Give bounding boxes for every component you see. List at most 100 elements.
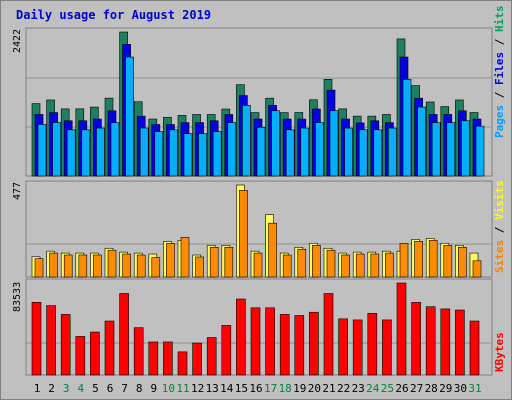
- hits-pages-bar-day-9: [154, 131, 164, 177]
- visits-sites-bar-day-13: [209, 246, 219, 278]
- hits-pages-bar-day-13: [212, 131, 222, 177]
- kbytes-kbytes-bar-day-3: [60, 314, 71, 376]
- hits-legend-part: /: [493, 85, 506, 105]
- day-label-31: 31: [468, 382, 481, 395]
- kbytes-kbytes-bar-day-30: [455, 309, 465, 376]
- visits-sites-bar-day-5: [93, 254, 102, 278]
- hits-pages-bar-day-4: [81, 129, 91, 177]
- visits-sites-bar-day-20: [312, 245, 321, 278]
- kbytes-panel-legend: KBytes: [493, 332, 506, 372]
- day-label-17: 17: [264, 382, 277, 395]
- day-label-30: 30: [454, 382, 467, 395]
- day-label-14: 14: [220, 382, 234, 395]
- visits-ymax-label: 477: [12, 182, 23, 200]
- hits-pages-bar-day-8: [139, 127, 149, 177]
- hits-pages-bar-day-31: [475, 125, 485, 177]
- hits-pages-bar-day-3: [66, 129, 76, 177]
- kbytes-kbytes-bar-day-12: [192, 342, 202, 376]
- visits-sites-bar-day-6: [107, 249, 117, 278]
- kbytes-kbytes-bar-day-18: [279, 314, 290, 376]
- day-label-27: 27: [410, 382, 423, 395]
- hits-pages-bar-day-19: [300, 127, 310, 177]
- hits-pages-bar-day-2: [52, 122, 61, 177]
- kbytes-kbytes-bar-day-7: [119, 293, 129, 376]
- hits-pages-bar-day-27: [417, 106, 426, 177]
- kbytes-kbytes-bar-day-29: [440, 308, 451, 376]
- kbytes-kbytes-bar-day-2: [46, 305, 56, 376]
- visits-sites-bar-day-30: [458, 246, 467, 278]
- visits-sites-bar-day-28: [428, 240, 438, 278]
- hits-legend-part: Files: [493, 52, 506, 85]
- chart-title: Daily usage for August 2019: [16, 8, 211, 22]
- visits-sites-bar-day-18: [282, 254, 292, 278]
- kbytes-kbytes-bar-day-21: [323, 293, 334, 376]
- hits-pages-bar-day-14: [227, 122, 237, 177]
- day-label-28: 28: [425, 382, 438, 395]
- day-label-12: 12: [191, 382, 204, 395]
- hits-pages-bar-day-20: [315, 122, 324, 177]
- day-label-26: 26: [395, 382, 408, 395]
- hits-pages-bar-day-22: [344, 127, 353, 177]
- hits-pages-bar-day-10: [169, 129, 178, 177]
- day-label-10: 10: [162, 382, 175, 395]
- hits-pages-bar-day-6: [110, 122, 120, 177]
- hits-panel-legend: Pages / Files / Hits: [493, 6, 506, 139]
- visits-sites-bar-day-27: [414, 241, 423, 278]
- kbytes-kbytes-bar-day-13: [206, 337, 217, 376]
- visits-sites-bar-day-16: [253, 252, 263, 278]
- visits-sites-bar-day-14: [224, 246, 234, 278]
- day-label-7: 7: [121, 382, 128, 395]
- visits-sites-bar-day-21: [326, 249, 336, 278]
- day-label-18: 18: [279, 382, 292, 395]
- kbytes-kbytes-bar-day-15: [236, 298, 246, 376]
- day-labels: 1 2 3 4 5 6 7 8 9 10 11 12 13 14 15 16 17 18 19 20 21 22 23 24 2…: [34, 382, 482, 395]
- day-label-24: 24: [366, 382, 380, 395]
- hits-pages-bar-day-17: [271, 110, 280, 177]
- kbytes-kbytes-bar-day-16: [250, 307, 261, 376]
- day-label-3: 3: [63, 382, 70, 395]
- hits-pages-bar-day-21: [329, 110, 339, 177]
- day-label-1: 1: [34, 382, 41, 395]
- hits-pages-bar-day-1: [37, 124, 47, 177]
- visits-sites-bar-day-2: [49, 252, 58, 278]
- day-label-21: 21: [322, 382, 335, 395]
- day-label-15: 15: [235, 382, 248, 395]
- visits-legend-part: Visits: [493, 180, 506, 220]
- kbytes-kbytes-bar-day-6: [104, 320, 115, 376]
- visits-sites-bar-day-4: [78, 254, 88, 278]
- visits-sites-bar-day-8: [136, 254, 146, 278]
- day-label-25: 25: [381, 382, 394, 395]
- kbytes-kbytes-bar-day-11: [177, 351, 188, 376]
- kbytes-kbytes-bar-day-19: [294, 315, 305, 376]
- kbytes-kbytes-bar-day-5: [90, 331, 100, 376]
- visits-sites-bar-day-26: [399, 243, 409, 278]
- kbytes-kbytes-bar-day-14: [221, 325, 232, 376]
- day-label-16: 16: [249, 382, 262, 395]
- kbytes-legend-part: KBytes: [493, 332, 506, 372]
- kbytes-kbytes-bar-day-28: [425, 306, 436, 376]
- hits-pages-bar-day-15: [242, 105, 251, 177]
- visits-sites-bar-day-3: [63, 254, 73, 278]
- kbytes-kbytes-bar-day-23: [352, 319, 363, 376]
- day-label-23: 23: [352, 382, 365, 395]
- day-label-20: 20: [308, 382, 321, 395]
- kbytes-kbytes-bar-day-24: [367, 313, 378, 376]
- kbytes-kbytes-bar-day-1: [31, 302, 42, 376]
- hits-pages-bar-day-12: [198, 133, 207, 177]
- visits-sites-bar-day-29: [443, 245, 453, 278]
- hits-pages-bar-day-16: [256, 127, 266, 177]
- hits-pages-bar-day-23: [358, 129, 368, 177]
- hits-pages-bar-day-7: [125, 56, 134, 177]
- day-label-4: 4: [77, 382, 84, 395]
- kbytes-kbytes-bar-day-26: [396, 282, 407, 376]
- kbytes-kbytes-bar-day-31: [469, 320, 480, 376]
- hits-legend-part: Pages: [493, 105, 506, 138]
- hits-pages-bar-day-30: [461, 120, 470, 177]
- day-label-2: 2: [48, 382, 55, 395]
- day-label-6: 6: [107, 382, 114, 395]
- visits-sites-bar-day-7: [122, 253, 131, 278]
- hits-pages-bar-day-11: [183, 133, 193, 177]
- kbytes-kbytes-bar-day-8: [133, 327, 144, 376]
- visits-legend-part: Sites: [493, 240, 506, 273]
